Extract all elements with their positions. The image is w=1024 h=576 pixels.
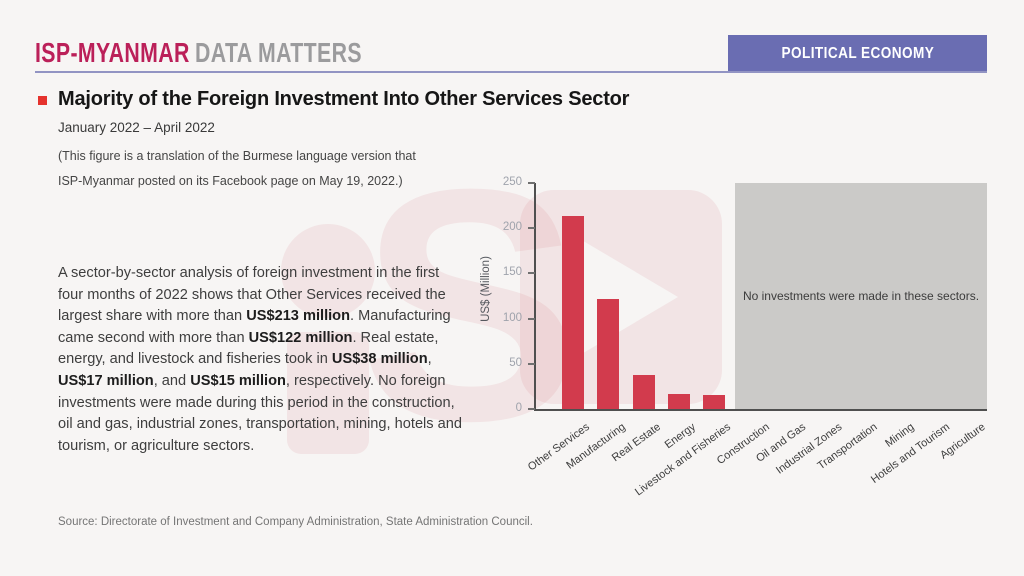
paragraph-text: . Manufacturing came second with more th… <box>58 308 451 346</box>
header-divider <box>35 71 987 73</box>
paragraph-text: , and <box>153 372 191 389</box>
paragraph-text: . Real estate, energy, and livestock and… <box>58 329 439 368</box>
bar-energy <box>667 393 690 409</box>
bar-chart: US$ (Million) No investments were made i… <box>450 170 1024 520</box>
brand-logo: ISP-MYANMAR DATA MATTERS <box>35 37 362 69</box>
bar-other-services <box>562 216 584 409</box>
translation-note-line1: (This figure is a translation of the Bur… <box>58 149 416 163</box>
y-tick-label: 150 <box>502 266 522 279</box>
amount-highlight: US$15 million <box>190 372 286 389</box>
brand-primary-text: ISP-MYANMAR <box>35 37 190 68</box>
y-axis-line <box>534 183 536 411</box>
y-tick-mark <box>528 362 535 365</box>
bar-real-estate <box>632 374 655 409</box>
x-axis-label-other-services: Other Services <box>526 421 593 474</box>
translation-note: (This figure is a translation of the Bur… <box>58 144 416 194</box>
no-data-text: No investments were made in these sector… <box>742 289 980 303</box>
paragraph-text: A sector-by-sector analysis of foreign i… <box>58 265 446 325</box>
category-badge: POLITICAL ECONOMY <box>728 35 987 73</box>
body-paragraph: A sector-by-sector analysis of foreign i… <box>58 263 464 457</box>
date-range: January 2022 – April 2022 <box>58 120 215 135</box>
page-title: Majority of the Foreign Investment Into … <box>58 88 630 110</box>
y-tick-mark <box>528 317 535 320</box>
x-axis-line <box>534 409 987 411</box>
y-tick-label: 200 <box>502 221 522 234</box>
amount-highlight: US$122 million <box>248 329 353 346</box>
y-tick-label: 50 <box>509 356 522 369</box>
bar-manufacturing <box>597 298 620 409</box>
y-tick-label: 100 <box>502 311 522 324</box>
y-tick-mark <box>528 182 535 184</box>
bar-livestock-and-fisheries <box>703 395 725 409</box>
paragraph-text: , <box>427 351 432 368</box>
y-tick-label: 0 <box>515 402 522 414</box>
y-tick-mark <box>528 272 535 275</box>
title-bullet-icon <box>38 96 47 105</box>
amount-highlight: US$38 million <box>331 351 428 368</box>
category-badge-label: POLITICAL ECONOMY <box>781 45 934 62</box>
source-note: Source: Directorate of Investment and Co… <box>58 516 533 528</box>
y-tick-mark <box>528 227 535 230</box>
amount-highlight: US$17 million <box>58 372 154 389</box>
paragraph-text: , respectively. No foreign investments w… <box>58 372 463 454</box>
translation-note-line2: ISP-Myanmar posted on its Facebook page … <box>58 174 403 188</box>
brand-secondary-text: DATA MATTERS <box>195 37 362 68</box>
amount-highlight: US$213 million <box>246 308 351 325</box>
y-tick-mark <box>528 408 535 410</box>
no-data-overlay: No investments were made in these sector… <box>735 183 987 409</box>
y-tick-label: 250 <box>502 176 522 188</box>
